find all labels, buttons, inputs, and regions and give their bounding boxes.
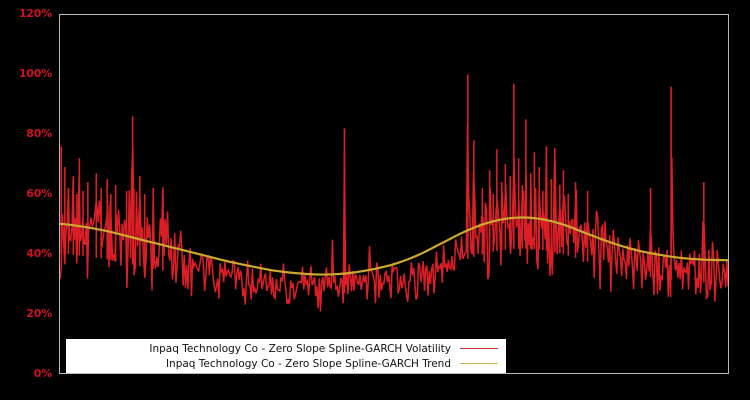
plot-area bbox=[59, 14, 729, 374]
y-axis-tick-label-80: 80% bbox=[26, 127, 52, 140]
y-axis-tick-label-100: 100% bbox=[18, 67, 52, 80]
volatility-series bbox=[60, 74, 728, 312]
y-axis-tick-label-120: 120% bbox=[18, 7, 52, 20]
y-axis-tick-label-40: 40% bbox=[26, 247, 52, 260]
volatility-line bbox=[60, 125, 728, 312]
y-axis-tick-label-20: 20% bbox=[26, 307, 52, 320]
legend-entry-trend: Inpaq Technology Co - Zero Slope Spline-… bbox=[66, 356, 506, 371]
legend-swatch-trend-icon bbox=[460, 363, 498, 364]
chart-legend: Inpaq Technology Co - Zero Slope Spline-… bbox=[66, 339, 506, 373]
legend-swatch-volatility-icon bbox=[460, 348, 498, 349]
chart-canvas bbox=[60, 74, 728, 312]
y-axis-tick-label-0: 0% bbox=[33, 367, 52, 380]
y-axis-tick-label-60: 60% bbox=[26, 187, 52, 200]
legend-entry-volatility: Inpaq Technology Co - Zero Slope Spline-… bbox=[66, 341, 506, 356]
legend-label-trend: Inpaq Technology Co - Zero Slope Spline-… bbox=[165, 357, 451, 370]
trend-line bbox=[60, 216, 728, 276]
legend-label-volatility: Inpaq Technology Co - Zero Slope Spline-… bbox=[149, 342, 451, 355]
